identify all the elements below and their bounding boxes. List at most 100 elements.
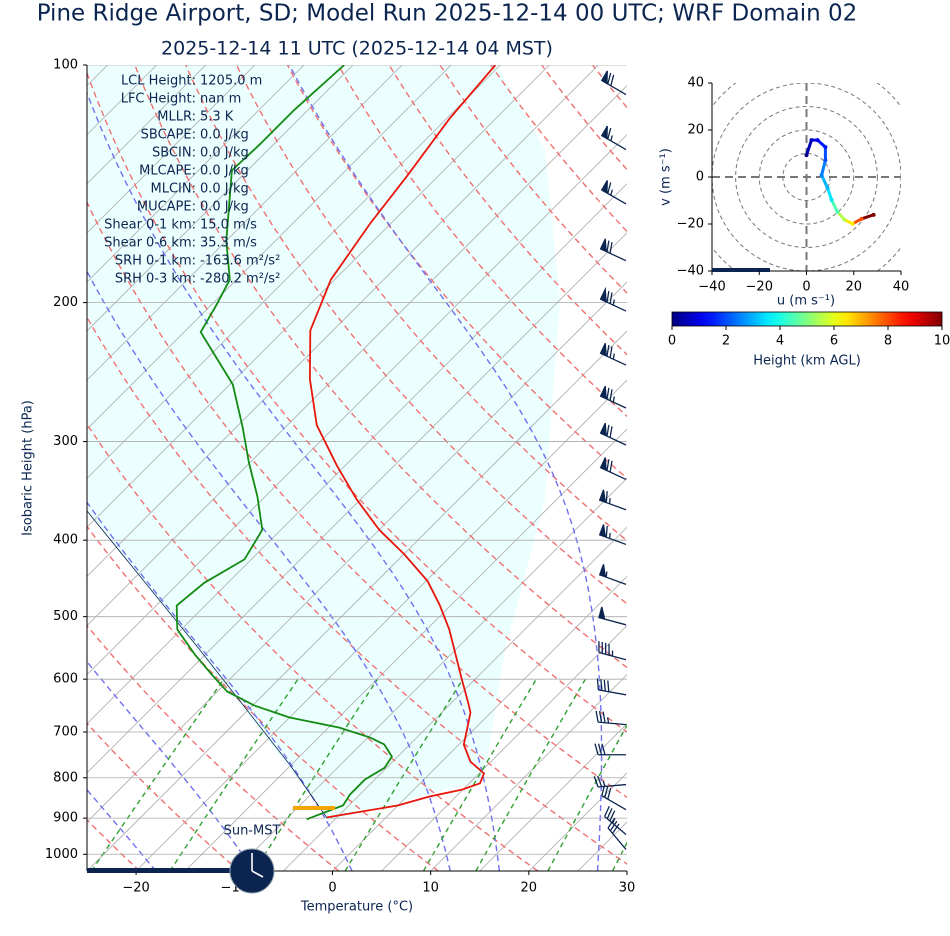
wind-barb [593,775,627,788]
stat-value: -163.6 m²/s² [200,254,280,269]
hodograph-point [815,138,820,143]
x-tick-label: 20 [521,881,538,896]
x-tick-label: −20 [122,881,149,896]
hodograph-segment [830,198,839,214]
stat-label: SBCIN: [152,146,196,161]
dry-adiabat [87,200,627,799]
isotherm [87,84,627,627]
hodograph-point [825,186,830,191]
colorbar [671,311,943,327]
hodograph-trace [804,138,876,226]
isotherm [626,870,627,871]
hodograph-point [804,153,809,158]
x-tick-label: 40 [893,280,910,295]
stat-value: 0.0 J/kg [200,128,249,143]
stat-label: MLLR: [157,110,196,125]
y-tick-label: 200 [53,295,78,310]
stat-label: Shear 0-1 km: [104,218,196,233]
dry-adiabat [898,65,950,871]
parcel-line [87,510,328,819]
skewt-background [0,65,950,871]
stat-value: 35.3 m/s [200,236,257,251]
isotherm [87,65,354,332]
chart-title: Pine Ridge Airport, SD; Model Run 2025-1… [37,1,858,27]
dry-adiabat [235,65,627,542]
wind-barb [598,524,627,546]
wind-barb [594,743,627,756]
isotherm [823,65,950,871]
y-tick-label: 900 [53,811,78,826]
stat-value: 0.0 J/kg [200,146,249,161]
stat-label: SRH 0-1 km: [115,254,196,269]
isotherm [87,65,599,578]
isotherm [577,821,627,871]
y-axis-label: Isobaric Height (hPa) [21,400,36,536]
dry-adiabat [87,722,240,871]
wind-barb [599,422,627,446]
moist-adiabat [87,91,501,871]
stat-label: LFC Height: [121,92,196,107]
hodograph-segment [860,213,876,221]
stat-label: MLCAPE: [139,164,196,179]
isotherm [725,65,950,871]
stat-value: 0.0 J/kg [200,182,249,197]
moist-adiabat [87,660,255,871]
dry-adiabat [643,65,950,871]
dry-adiabat [87,422,539,871]
dry-adiabat [185,65,627,605]
reference-lines [0,65,950,871]
hodograph-segment [826,186,834,202]
x-tick-label: 10 [422,881,439,896]
wind-barbs [593,70,627,850]
colorbar-label: Height (km AGL) [753,354,861,369]
dewpoint-line [175,65,393,821]
stat-label: SBCAPE: [141,128,196,143]
y-tick-label: −20 [677,217,704,232]
isotherm [87,330,627,871]
hodograph-point [859,216,864,221]
clock [229,848,275,894]
wind-barb [607,818,627,850]
hodograph-bar [712,268,770,272]
stat-value: 15.0 m/s [200,218,257,233]
wind-barb [598,641,627,661]
isotherm [87,183,627,725]
wind-barb [599,286,627,312]
dry-adiabat [134,65,627,669]
wind-barb [599,385,627,409]
stat-value: -280.2 m²/s² [200,272,280,287]
dry-adiabat [490,65,627,233]
y-tick-label: 0 [696,170,704,185]
y-tick-label: 40 [687,76,704,91]
y-tick-label: 100 [53,58,78,73]
y-tick-label: 500 [53,609,78,624]
moist-adiabat [87,270,451,871]
hodograph-point [842,217,847,222]
isotherm [87,65,403,381]
dry-adiabat [388,65,627,356]
stat-value: 1205.0 m [200,74,262,89]
stat-label: LCL Height: [121,74,196,89]
isotherm [479,723,627,871]
isotherm [0,65,9,871]
chart-subtitle: 2025-12-14 11 UTC (2025-12-14 04 MST) [161,38,553,60]
isotherm [87,65,550,528]
colorbar-ticks: 0 2 4 6 8 10 [668,326,950,349]
hodograph-segment [820,158,827,177]
colorbar-tick-label: 4 [776,334,784,349]
isotherm [283,526,627,871]
hodograph-point [871,212,876,217]
y-tick-label: 400 [53,533,78,548]
wind-barb [604,805,627,836]
colorbar-tick-label: 0 [668,334,676,349]
profiles [175,65,497,821]
hodograph-y-label: v (m s⁻¹) [659,148,674,206]
dry-adiabat [745,65,950,871]
wind-barb [596,678,627,696]
isotherm [87,281,627,823]
colorbar-tick-label: 10 [934,334,950,349]
wind-barb [599,457,627,480]
dry-adiabat [796,65,950,871]
stat-label: Shear 0-6 km: [104,236,196,251]
